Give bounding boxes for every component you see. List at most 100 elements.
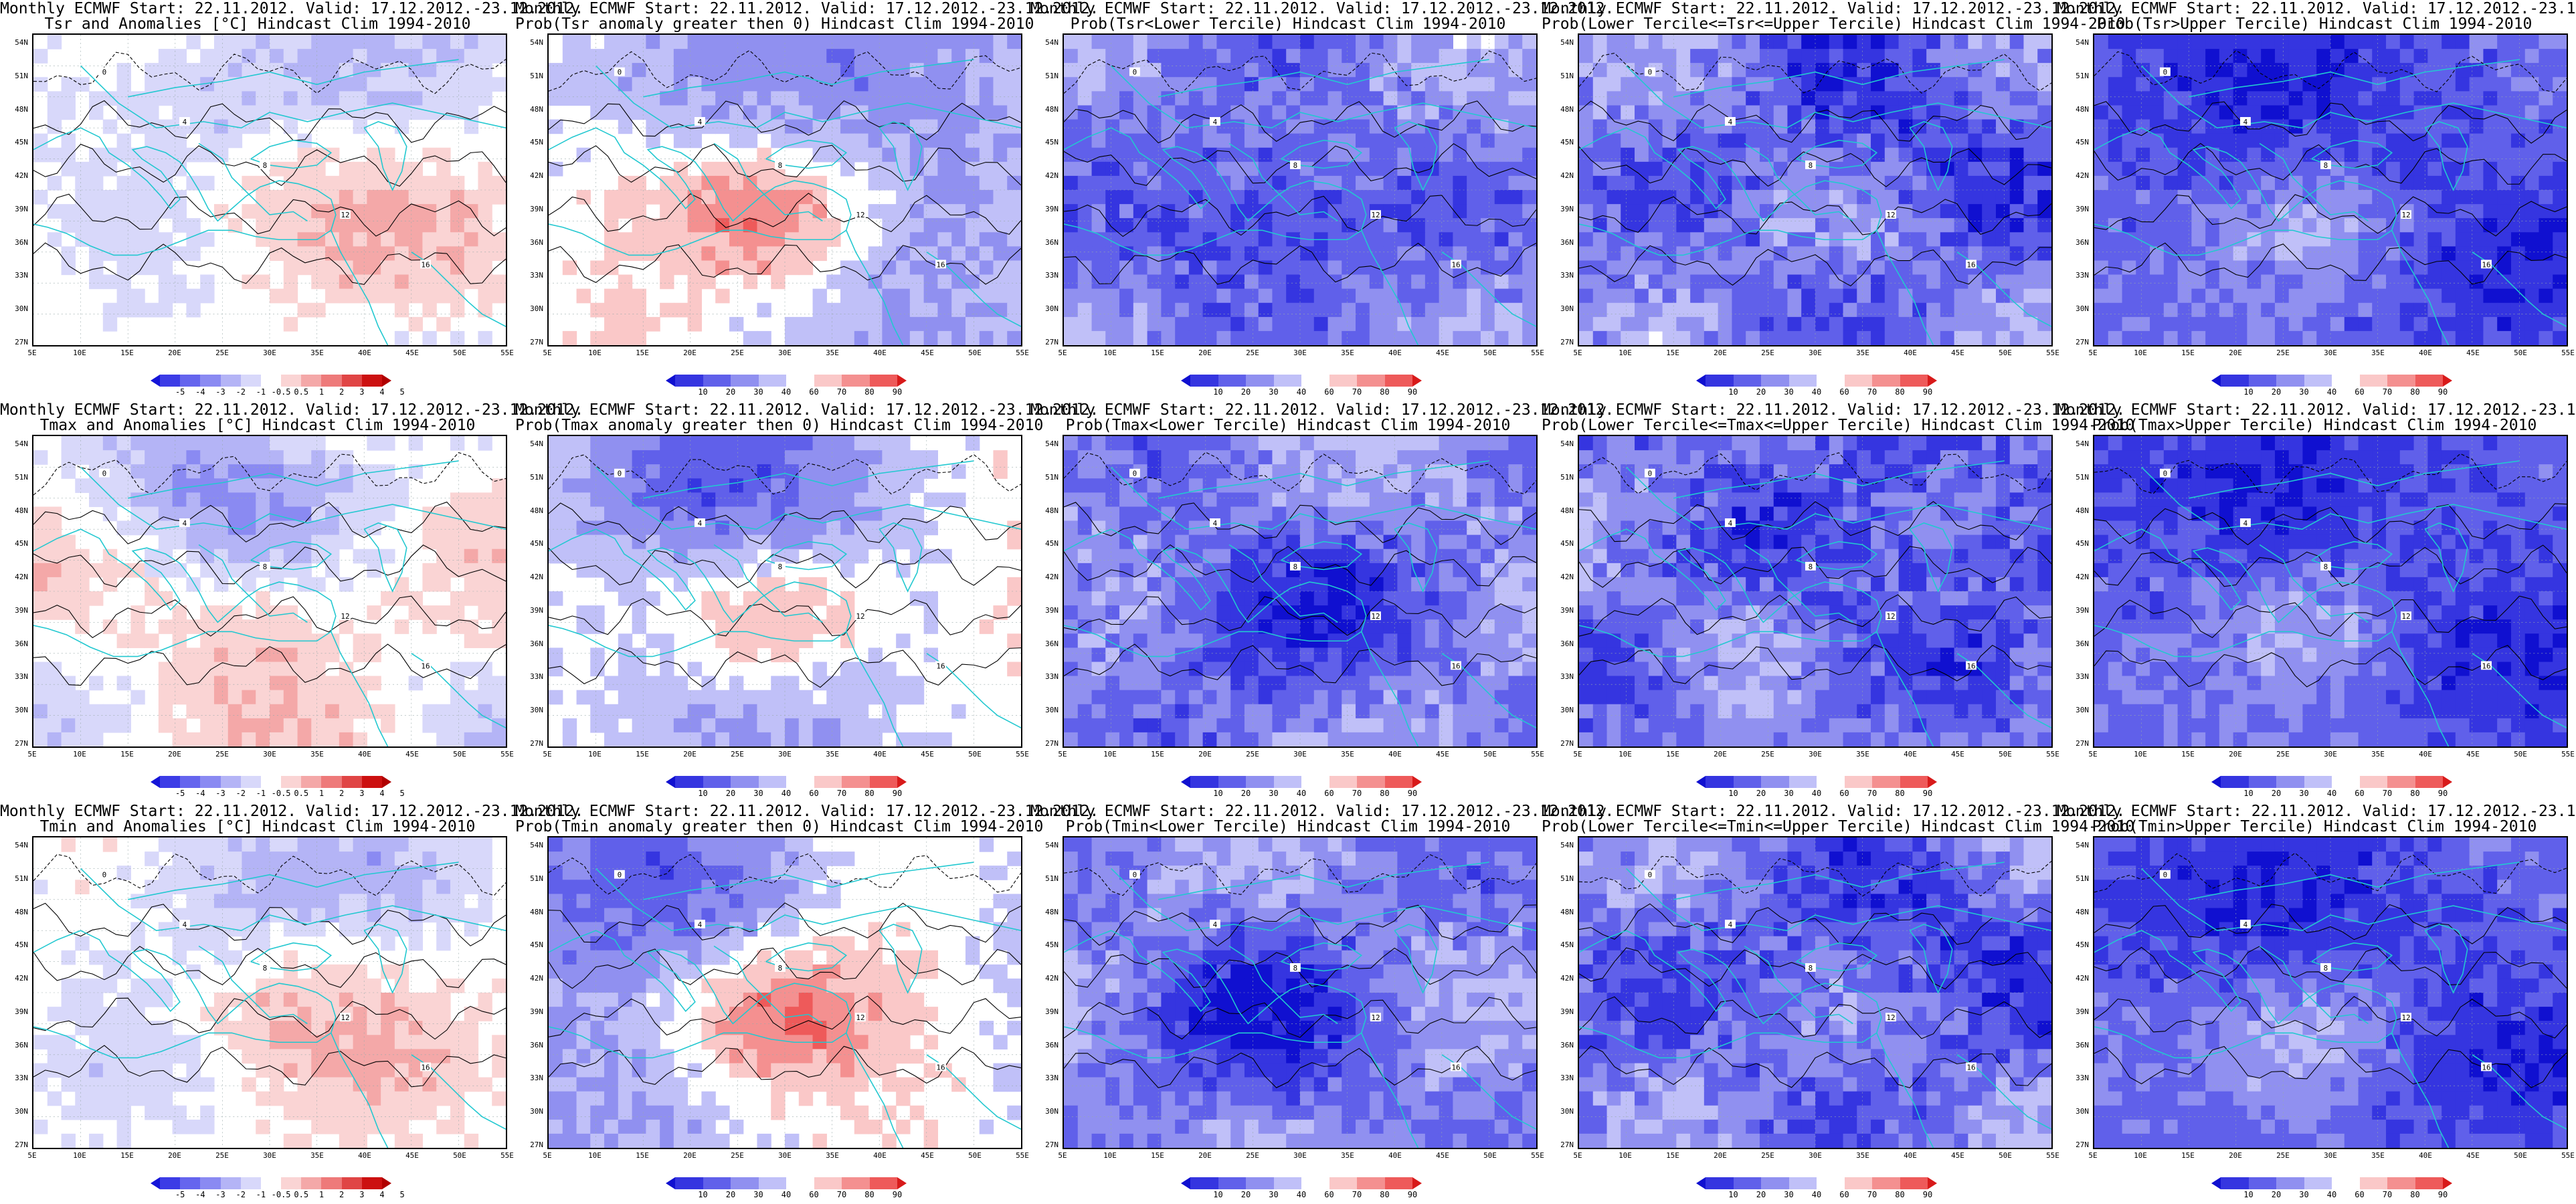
field-cell xyxy=(854,119,869,134)
field-cell xyxy=(1453,436,1467,451)
field-cell xyxy=(1843,246,1857,262)
field-cell xyxy=(2247,330,2262,345)
field-cell xyxy=(798,591,814,606)
field-cell xyxy=(687,450,703,465)
field-cell xyxy=(1216,436,1231,451)
field-cell xyxy=(1522,302,1536,318)
field-cell xyxy=(757,732,771,746)
field-cell xyxy=(1968,302,1983,318)
field-cell xyxy=(2136,63,2150,78)
field-cell xyxy=(840,605,855,620)
field-cell xyxy=(47,147,62,163)
field-cell xyxy=(812,330,827,345)
field-cell xyxy=(492,534,506,550)
field-cell xyxy=(186,577,201,592)
colorbar-swatch xyxy=(200,776,221,788)
field-cell xyxy=(826,119,841,134)
field-cell xyxy=(2163,147,2179,163)
colorbar-swatch xyxy=(361,375,382,387)
field-cell xyxy=(61,147,76,163)
field-cell xyxy=(729,246,744,262)
field-cell xyxy=(937,49,952,64)
field-cell xyxy=(757,450,771,465)
field-cell xyxy=(478,662,492,677)
colorbar-tick-label: 40 xyxy=(2326,387,2337,397)
field-cell xyxy=(450,218,465,233)
field-cell xyxy=(1968,77,1983,92)
colorbar-tick-label: 10 xyxy=(2243,387,2253,397)
field-cell xyxy=(1648,190,1663,205)
lat-label: 42N xyxy=(1045,171,1059,181)
field-cell xyxy=(2009,218,2025,233)
field-cell xyxy=(854,133,869,148)
field-cell xyxy=(923,190,939,205)
temperature-contour xyxy=(2094,142,2567,185)
field-cell xyxy=(2233,330,2248,345)
field-cell xyxy=(1453,175,1467,191)
field-cell xyxy=(1383,450,1398,465)
field-cell xyxy=(673,49,688,64)
field-cell xyxy=(923,133,939,148)
field-cell xyxy=(1424,63,1440,78)
colorbar-tick-label: -4 xyxy=(195,789,205,798)
field-cell xyxy=(1397,436,1412,451)
field-cell xyxy=(1258,330,1273,345)
field-cell xyxy=(1230,204,1245,219)
field-cell xyxy=(256,676,270,691)
field-cell xyxy=(2413,147,2428,163)
lon-label: 40E xyxy=(873,750,887,759)
field-cell xyxy=(270,605,284,620)
field-cell xyxy=(1732,91,1746,106)
field-cell xyxy=(923,218,939,233)
field-cell xyxy=(1982,35,1997,49)
field-cell xyxy=(1995,147,2011,163)
field-cell xyxy=(771,175,786,191)
field-cell xyxy=(646,690,660,705)
field-cell xyxy=(1592,119,1608,134)
field-cell xyxy=(1494,133,1509,148)
field-cell xyxy=(1843,175,1857,191)
field-cell xyxy=(102,302,118,318)
field-cell xyxy=(840,161,855,177)
field-cell xyxy=(2386,77,2401,92)
coastline xyxy=(331,631,389,746)
field-cell xyxy=(1829,161,1844,177)
field-cell xyxy=(1815,147,1830,163)
field-cell xyxy=(450,274,465,290)
field-cell xyxy=(826,330,841,345)
field-cell xyxy=(256,91,270,106)
field-cell xyxy=(1161,105,1176,120)
field-cell xyxy=(2302,175,2317,191)
field-cell xyxy=(757,605,771,620)
field-cell xyxy=(2399,63,2415,78)
field-cell xyxy=(1648,260,1663,276)
field-cell xyxy=(965,288,980,304)
contour-label-bg xyxy=(259,561,270,571)
field-cell xyxy=(965,91,980,106)
field-cell xyxy=(590,91,605,106)
field-cell xyxy=(2316,147,2331,163)
field-cell xyxy=(729,619,744,634)
field-cell xyxy=(687,492,703,508)
field-cell xyxy=(590,302,605,318)
field-cell xyxy=(1508,105,1523,120)
field-cell xyxy=(1508,246,1523,262)
field-cell xyxy=(2539,35,2553,49)
field-cell xyxy=(2469,274,2484,290)
field-cell xyxy=(729,732,744,746)
field-cell xyxy=(2288,147,2304,163)
field-cell xyxy=(145,464,159,479)
field-cell xyxy=(729,506,744,522)
field-cell xyxy=(1801,246,1816,262)
field-cell xyxy=(1188,190,1204,205)
field-cell xyxy=(1606,91,1621,106)
field-cell xyxy=(743,591,758,606)
field-cell xyxy=(367,147,381,163)
field-cell xyxy=(951,232,966,247)
field-cell xyxy=(1424,316,1440,332)
field-cell xyxy=(660,302,674,318)
field-cell xyxy=(785,105,800,120)
field-cell xyxy=(785,190,800,205)
field-cell xyxy=(826,35,841,49)
field-cell xyxy=(701,605,716,620)
